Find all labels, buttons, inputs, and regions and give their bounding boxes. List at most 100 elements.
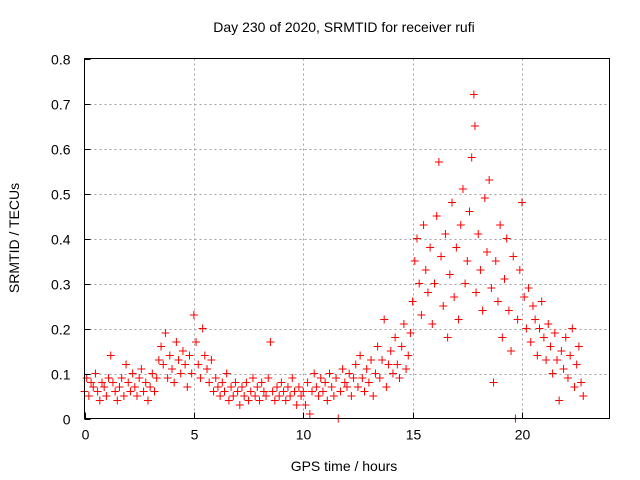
data-point [417, 311, 426, 319]
data-point [515, 266, 524, 274]
y-tick-label: 0.5 [51, 187, 71, 203]
data-point [343, 383, 351, 391]
data-point [108, 378, 117, 387]
data-point [196, 374, 205, 382]
data-point [445, 270, 454, 279]
data-point [375, 374, 384, 382]
y-axis-ticks: 0 0.1 0.2 0.3 0.4 0.5 0.6 0.7 0.8 [51, 52, 91, 428]
data-point [373, 342, 382, 351]
data-point [181, 360, 190, 369]
data-point [152, 374, 161, 382]
x-axis-ticks: 0 5 10 15 20 [82, 412, 530, 443]
data-point [555, 396, 564, 405]
data-point [229, 392, 238, 400]
data-point [168, 365, 176, 373]
data-point [268, 387, 277, 396]
data-point [213, 383, 222, 391]
data-point [485, 176, 494, 184]
data-point [185, 351, 194, 360]
data-point [467, 153, 476, 162]
data-point [353, 383, 362, 391]
data-point [434, 158, 443, 166]
data-point [378, 356, 386, 364]
data-point [533, 351, 542, 360]
data-point [349, 374, 358, 382]
data-point [209, 387, 218, 396]
data-point [157, 342, 166, 351]
data-point [321, 378, 330, 387]
data-point [364, 378, 373, 387]
data-point [408, 297, 417, 306]
data-point [493, 297, 502, 306]
data-point [292, 401, 301, 409]
data-point [470, 122, 479, 130]
data-point [572, 360, 581, 369]
data-point [301, 401, 310, 409]
data-point [384, 360, 393, 369]
data-point [476, 266, 485, 274]
data-point [367, 356, 376, 364]
data-point [100, 383, 109, 391]
y-tick-label: 0.6 [51, 142, 71, 158]
data-point [297, 392, 306, 400]
data-point [458, 185, 467, 193]
data-point [87, 378, 96, 387]
data-point [98, 378, 106, 387]
data-point [509, 252, 518, 261]
data-point [310, 369, 319, 378]
data-point [520, 293, 529, 301]
data-point [395, 374, 404, 382]
x-tick-label: 5 [191, 427, 199, 443]
data-point [150, 387, 159, 396]
y-tick-label: 0.7 [51, 97, 71, 113]
data-point [542, 356, 551, 364]
x-tick-label: 10 [296, 427, 312, 443]
data-point [338, 365, 347, 373]
data-point [452, 243, 461, 252]
data-point [546, 342, 555, 351]
data-point [448, 198, 456, 207]
data-point [117, 374, 126, 382]
data-point [574, 342, 583, 351]
y-tick-label: 0.3 [51, 277, 71, 293]
data-point [203, 365, 211, 373]
data-point [183, 383, 192, 391]
data-point [126, 387, 135, 396]
data-point [192, 338, 201, 346]
data-point [216, 392, 225, 400]
data-point [205, 378, 214, 387]
data-point [146, 383, 155, 391]
data-point [244, 396, 253, 405]
data-point [340, 378, 349, 387]
data-point [84, 392, 93, 400]
data-point [198, 324, 207, 333]
data-point [220, 387, 229, 396]
data-point [419, 221, 428, 229]
data-point [360, 387, 369, 396]
data-point [535, 324, 544, 333]
data-point [314, 392, 323, 400]
data-point [273, 383, 281, 391]
data-point [253, 383, 262, 391]
data-point [487, 284, 496, 292]
data-points [80, 90, 588, 423]
data-point [548, 369, 557, 378]
data-point [371, 369, 380, 378]
data-point [194, 360, 203, 369]
data-point [148, 369, 157, 378]
y-tick-label: 0.4 [51, 232, 71, 248]
data-point [563, 374, 572, 382]
data-point [233, 387, 242, 396]
data-point [480, 194, 489, 202]
data-point [450, 293, 459, 301]
data-point [531, 315, 540, 324]
data-point [176, 369, 185, 378]
data-point [275, 392, 284, 400]
data-point [154, 356, 163, 364]
data-point [163, 374, 172, 382]
data-point [91, 369, 100, 378]
data-point [130, 383, 139, 391]
x-axis-label: GPS time / hours [291, 458, 398, 474]
data-point [513, 315, 522, 324]
data-point [410, 257, 419, 265]
